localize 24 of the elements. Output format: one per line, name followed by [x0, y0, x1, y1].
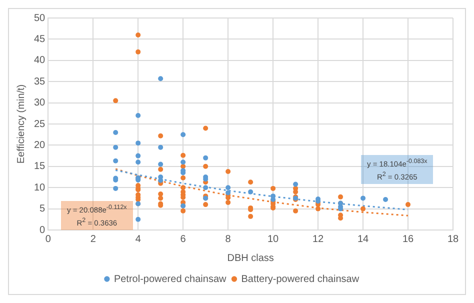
x-axis-title: DBH class	[227, 252, 274, 264]
x-tick-label: 12	[312, 234, 324, 245]
legend-label: Petrol-powered chainsaw	[114, 274, 227, 285]
x-tick-label: 2	[90, 234, 96, 245]
x-tick-label: 16	[402, 234, 414, 245]
y-tick-label: 35	[34, 76, 46, 88]
legend-label: Battery-powered chainsaw	[241, 274, 360, 285]
y-tick-label: 45	[34, 34, 46, 45]
y-tick-label: 15	[34, 161, 46, 172]
x-tick-label: 18	[447, 234, 459, 245]
y-tick-label: 25	[34, 118, 46, 130]
y-tick-label: 5	[40, 204, 46, 215]
y-tick-label: 10	[34, 182, 46, 194]
y-tick-label: 20	[34, 140, 46, 151]
y-axis-title: Eefficiency (min/t)	[16, 84, 27, 164]
y-tick-label: 50	[34, 12, 46, 24]
x-tick-label: 6	[180, 234, 186, 245]
x-tick-label: 4	[135, 234, 142, 245]
y-tick-label: 40	[34, 55, 46, 66]
y-tick-label: 30	[34, 98, 46, 109]
x-tick-label: 8	[225, 234, 232, 245]
y-tick-label: 0	[40, 224, 46, 236]
x-tick-label: 14	[357, 234, 370, 245]
x-tick-label: 10	[267, 234, 280, 245]
